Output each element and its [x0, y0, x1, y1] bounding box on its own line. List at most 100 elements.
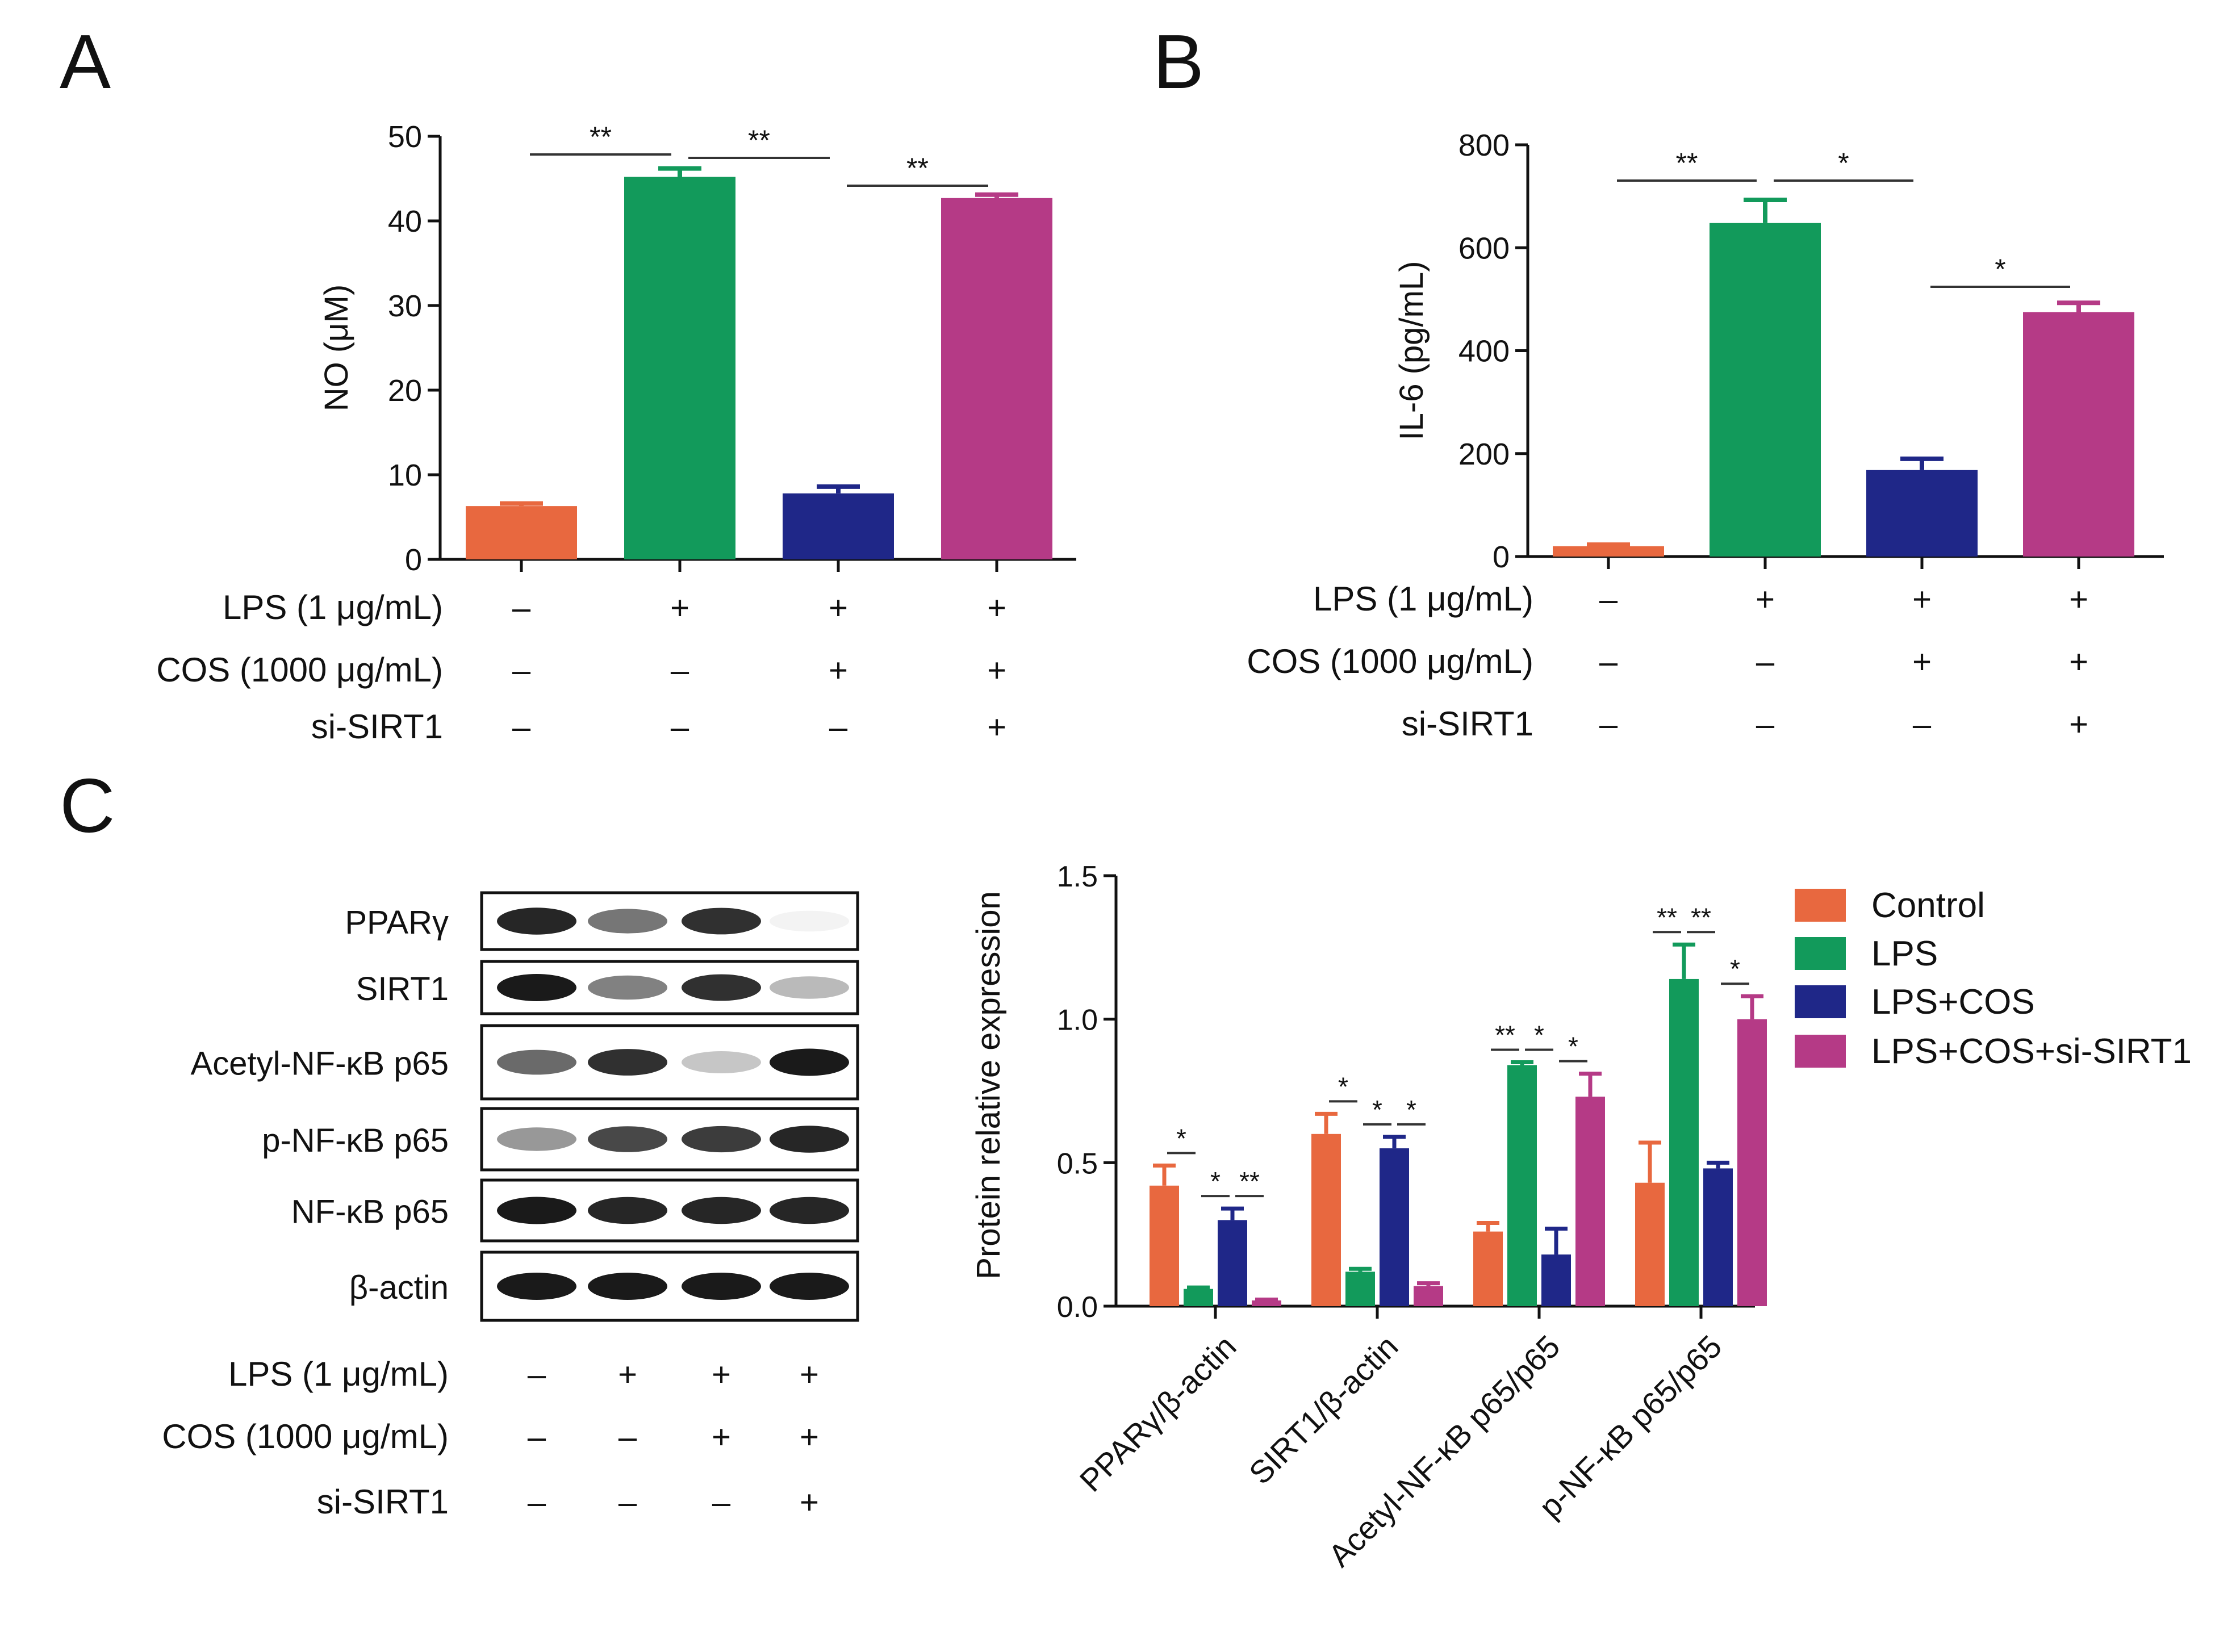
legend-label: Control	[1871, 886, 1985, 925]
panel-letter-c: C	[60, 763, 115, 848]
legend-label: LPS+COS	[1871, 982, 2035, 1022]
treatment-sign-cos: –	[528, 1419, 546, 1456]
western-blot: PPARγ SIRT1 Acetyl-NF-κB p65 p-NF-κB p65 NF-…	[191, 891, 859, 1322]
treatment-sign-cos: +	[712, 1419, 731, 1456]
legend-label: LPS	[1871, 934, 1938, 973]
blot-band	[588, 1273, 667, 1300]
x-tick-label: PPARγ/β-actin	[1073, 1328, 1243, 1499]
bar	[1737, 1019, 1767, 1306]
bar	[1414, 1286, 1443, 1306]
treatment-label-cos: COS (1000 μg/mL)	[156, 651, 443, 689]
significance-label: *	[1995, 253, 2005, 285]
treatment-label-lps: LPS (1 μg/mL)	[228, 1355, 449, 1393]
y-tick-label: 400	[1458, 334, 1510, 369]
blot-band	[497, 1127, 576, 1151]
y-tick-label: 1.5	[1057, 860, 1098, 893]
y-tick-label: 40	[388, 204, 422, 239]
bar	[1553, 546, 1664, 557]
treatment-sign-cos: –	[1599, 643, 1618, 680]
treatment-sign-si: –	[712, 1484, 731, 1521]
treatment-sign-lps: –	[528, 1356, 546, 1393]
bar	[1669, 978, 1699, 1306]
significance-label: **	[1691, 902, 1711, 932]
y-tick-label: 30	[388, 289, 422, 323]
bar	[2023, 312, 2134, 557]
y-axis-label: IL-6 (pg/mL)	[1393, 261, 1430, 441]
significance-label: **	[906, 152, 929, 184]
treatment-label-lps: LPS (1 μg/mL)	[223, 588, 443, 626]
bar	[1507, 1065, 1537, 1306]
chart-c-protein-expression: 0.0 0.5 1.0 1.5 Protein relative expression P…	[970, 860, 1767, 1574]
bar	[1345, 1272, 1375, 1306]
treatment-sign-si: –	[1913, 706, 1932, 743]
treatment-label-si: si-SIRT1	[311, 708, 443, 746]
y-tick-label: 0.0	[1057, 1291, 1098, 1324]
blot-band	[682, 1126, 761, 1153]
treatment-sign-cos: +	[1912, 643, 1932, 680]
treatment-sign-cos: +	[800, 1419, 819, 1456]
treatment-sign-si: +	[800, 1484, 819, 1521]
treatment-sign-lps: +	[1912, 581, 1932, 618]
treatment-sign-si: –	[528, 1484, 546, 1521]
significance-label: *	[1730, 954, 1740, 984]
blot-band	[588, 1049, 667, 1076]
treatment-sign-lps: +	[1756, 581, 1775, 618]
treatment-sign-lps: +	[2069, 581, 2088, 618]
significance-label: *	[1534, 1020, 1544, 1049]
y-tick-label: 600	[1458, 231, 1510, 265]
blot-band	[588, 909, 667, 934]
blot-band	[588, 1126, 667, 1152]
blot-band	[497, 907, 576, 935]
bar	[1150, 1185, 1179, 1306]
bar	[1184, 1289, 1213, 1306]
y-tick-label: 800	[1458, 128, 1510, 162]
blot-band-label: β-actin	[349, 1269, 449, 1306]
significance-label: *	[1372, 1095, 1382, 1124]
blot-band	[497, 1273, 576, 1300]
blot-band	[770, 1048, 849, 1076]
treatment-label-si: si-SIRT1	[317, 1483, 449, 1521]
significance-label: **	[1657, 902, 1677, 932]
treatment-sign-lps: +	[987, 589, 1006, 626]
blot-band	[682, 1197, 761, 1224]
bar	[1541, 1254, 1571, 1306]
treatment-sign-si: +	[987, 709, 1006, 746]
chart-a-no: 0 10 20 30 40 50 NO (μM) ** ** **	[318, 120, 1076, 577]
bar	[1866, 470, 1978, 557]
y-axis-label: NO (μM)	[318, 285, 355, 411]
significance-label: **	[1495, 1020, 1515, 1049]
treatment-sign-lps: –	[1599, 581, 1618, 618]
treatment-sign-si: –	[829, 709, 848, 746]
treatment-sign-cos: +	[2069, 643, 2088, 680]
blot-band	[588, 975, 667, 1000]
bar	[1710, 223, 1821, 557]
treatment-sign-si: –	[1756, 706, 1775, 743]
blot-band	[497, 974, 576, 1001]
blot-band	[770, 1273, 849, 1300]
treatment-table-a: LPS (1 μg/mL) – + + + COS (1000 μg/mL) – – + + si-…	[156, 588, 1006, 746]
significance-label: *	[1838, 147, 1849, 179]
treatment-sign-lps: +	[618, 1356, 637, 1393]
y-tick-label: 0	[1493, 540, 1510, 574]
panel-letter-a: A	[60, 19, 111, 104]
legend-swatch	[1795, 985, 1846, 1018]
chart-c-legend: Control LPS LPS+COS LPS+COS+si-SIRT1	[1795, 886, 2192, 1071]
bar	[1311, 1134, 1341, 1306]
treatment-sign-cos: –	[618, 1419, 637, 1456]
significance-label: **	[1676, 147, 1698, 179]
significance-label: **	[748, 124, 770, 156]
treatment-sign-si: –	[512, 709, 531, 746]
treatment-sign-si: +	[2069, 706, 2088, 743]
blot-band	[682, 1273, 761, 1300]
blot-band-label: NF-κB p65	[291, 1194, 449, 1231]
blot-band	[770, 1197, 849, 1224]
blot-band	[770, 976, 849, 999]
blot-band	[770, 910, 849, 932]
treatment-sign-cos: +	[987, 652, 1006, 689]
bar	[1635, 1182, 1665, 1306]
treatment-sign-si: –	[618, 1484, 637, 1521]
y-tick-label: 0.5	[1057, 1147, 1098, 1180]
treatment-sign-lps: +	[829, 589, 848, 626]
